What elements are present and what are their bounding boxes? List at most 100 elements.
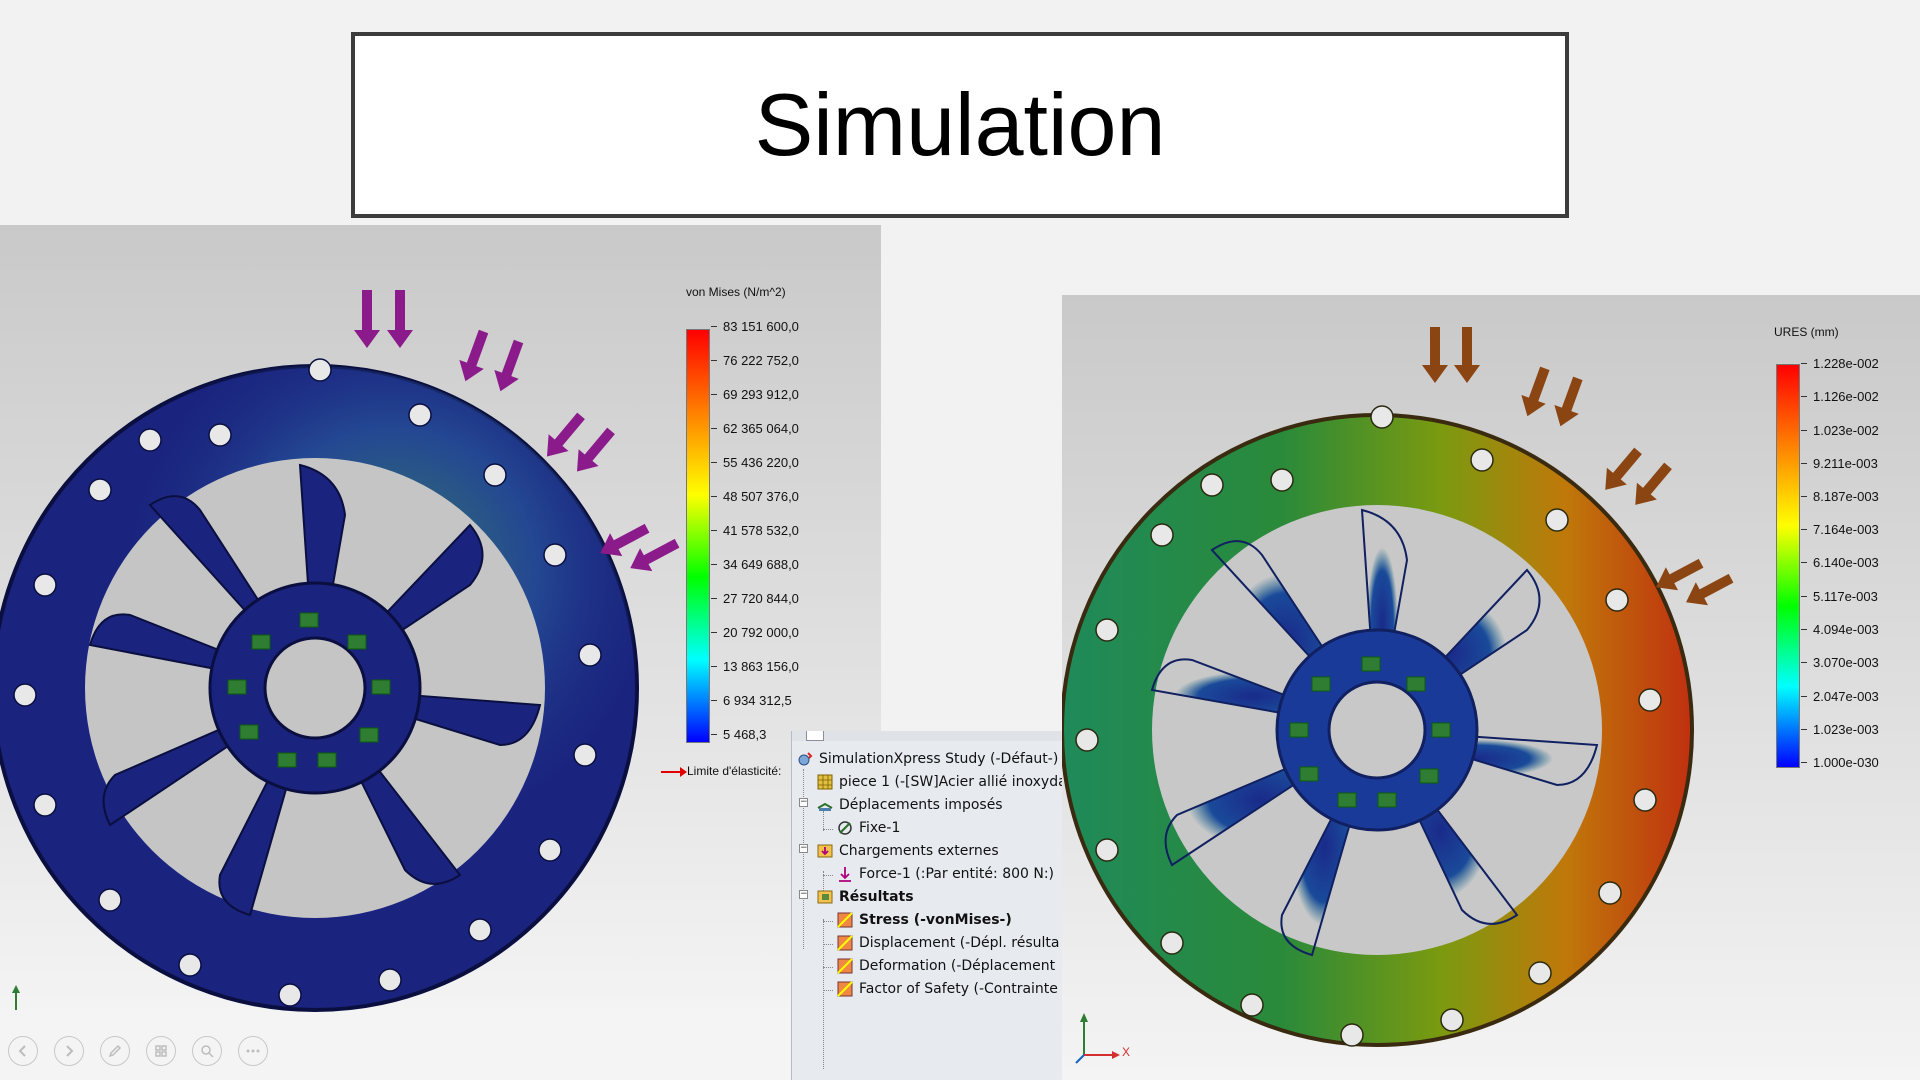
- result-plot-icon: [837, 935, 853, 951]
- tree-connector: [823, 990, 833, 991]
- presentation-nav-bar: [0, 1020, 881, 1080]
- collapse-toggle-icon[interactable]: −: [799, 797, 808, 807]
- legend-title: von Mises (N/m^2): [686, 285, 786, 299]
- collapse-toggle-icon[interactable]: −: [799, 843, 808, 853]
- zoom-icon[interactable]: [192, 1036, 222, 1066]
- color-scale-bar: [686, 329, 710, 743]
- legend-value: 8.187e-003: [1801, 489, 1879, 504]
- yield-label: Limite d'élasticité:: [687, 764, 782, 778]
- slide-title: Simulation: [754, 75, 1166, 174]
- tree-connector: [823, 811, 824, 831]
- tree-connector: [823, 871, 824, 891]
- legend-title: URES (mm): [1774, 325, 1839, 339]
- brake-disc: [1062, 405, 1694, 1047]
- result-plot-icon: [837, 958, 853, 974]
- more-icon[interactable]: [238, 1036, 268, 1066]
- tree-item-label: SimulationXpress Study (-Défaut-): [819, 751, 1059, 767]
- yield-strength-marker: Limite d'élasticité:: [661, 764, 781, 778]
- results-folder-icon: [817, 890, 833, 904]
- tree-connector: [823, 944, 833, 945]
- legend-value: 3.070e-003: [1801, 655, 1879, 670]
- axis-triad: [12, 985, 20, 1010]
- yield-arrow-icon: [661, 766, 687, 777]
- previous-icon[interactable]: [8, 1036, 38, 1066]
- axis-x-label: X: [1122, 1045, 1131, 1059]
- legend-value: 69 293 912,0: [711, 387, 799, 402]
- tree-item-label: Chargements externes: [839, 843, 999, 859]
- legend-value: 34 649 688,0: [711, 557, 799, 572]
- collapse-toggle-icon[interactable]: −: [799, 889, 808, 899]
- tree-item-stress[interactable]: Stress (-vonMises-): [836, 909, 1012, 931]
- tree-dropdown-icon[interactable]: [806, 731, 824, 741]
- legend-value: 20 792 000,0: [711, 625, 799, 640]
- legend-value: 5.117e-003: [1801, 589, 1878, 604]
- force-icon: [839, 867, 851, 882]
- legend-value: 1.023e-003: [1801, 722, 1879, 737]
- stress-viewport[interactable]: von Mises (N/m^2) 83 151 600,0 76 222 75…: [0, 225, 881, 1020]
- tree-item-deformation[interactable]: Deformation (-Déplacement: [836, 955, 1055, 977]
- part-icon: [817, 774, 833, 790]
- legend-value: 41 578 532,0: [711, 523, 799, 538]
- legend-value: 5 468,3: [710, 727, 767, 742]
- color-scale-bar: [1776, 364, 1800, 768]
- result-plot-icon: [837, 912, 853, 928]
- legend-value: 48 507 376,0: [711, 489, 799, 504]
- tree-item-part[interactable]: piece 1 (-[SW]Acier allié inoxyda: [816, 771, 1062, 793]
- tree-item-label: piece 1 (-[SW]Acier allié inoxyda: [839, 774, 1062, 790]
- pen-icon[interactable]: [100, 1036, 130, 1066]
- tree-item-study[interactable]: SimulationXpress Study (-Défaut-): [796, 748, 1058, 770]
- study-icon: [798, 752, 813, 766]
- slides-grid-icon[interactable]: [146, 1036, 176, 1066]
- legend-value: 6.140e-003: [1801, 555, 1879, 570]
- tree-item-loads[interactable]: Chargements externes: [816, 840, 999, 862]
- tree-item-label: Force-1 (:Par entité: 800 N:): [859, 866, 1055, 882]
- force-arrows: [354, 290, 680, 572]
- tree-connector: [823, 829, 833, 830]
- stress-legend: von Mises (N/m^2) 83 151 600,0 76 222 75…: [686, 285, 816, 745]
- legend-value: 4.094e-003: [1801, 622, 1879, 637]
- stress-plot-scene: [0, 290, 680, 1012]
- result-plot-icon: [837, 981, 853, 997]
- axis-triad: [1075, 1013, 1120, 1064]
- legend-value: 76 222 752,0: [711, 353, 799, 368]
- brake-disc: [0, 358, 639, 1012]
- tree-item-label: Stress (-vonMises-): [859, 912, 1012, 928]
- tree-item-label: Factor of Safety (-Contrainte: [859, 981, 1058, 997]
- tree-connector: [823, 967, 833, 968]
- loads-folder-icon: [817, 844, 833, 858]
- legend-value: 83 151 600,0: [711, 319, 799, 334]
- legend-value: 1.228e-002: [1801, 356, 1879, 371]
- displacement-legend: URES (mm) 1.228e-002 1.126e-002 1.023e-0…: [1774, 325, 1906, 775]
- tree-item-results[interactable]: Résultats: [816, 886, 914, 908]
- tree-item-displacement[interactable]: Displacement (-Dépl. résulta: [836, 932, 1059, 954]
- tree-item-fixed-1[interactable]: Fixe-1: [836, 817, 900, 839]
- legend-value: 9.211e-003: [1801, 456, 1878, 471]
- tree-connector: [823, 919, 824, 1069]
- tree-connector: [823, 875, 833, 876]
- tree-connector: [803, 769, 804, 949]
- legend-value: 6 934 312,5: [711, 693, 792, 708]
- legend-value: 1.000e-030: [1801, 755, 1879, 770]
- simulation-study-tree: SimulationXpress Study (-Défaut-) piece …: [791, 731, 1062, 1080]
- tree-item-label: Déplacements imposés: [839, 797, 1003, 813]
- tree-item-label: Displacement (-Dépl. résulta: [859, 935, 1060, 951]
- legend-value: 13 863 156,0: [711, 659, 799, 674]
- tree-item-label: Résultats: [839, 889, 914, 905]
- tree-item-fixtures[interactable]: Déplacements imposés: [816, 794, 1003, 816]
- tree-connector: [823, 921, 833, 922]
- tree-item-label: Deformation (-Déplacement: [859, 958, 1056, 974]
- tree-item-force-1[interactable]: Force-1 (:Par entité: 800 N:): [836, 863, 1054, 885]
- tree-header: [792, 731, 1062, 741]
- legend-value: 62 365 064,0: [711, 421, 799, 436]
- legend-value: 55 436 220,0: [711, 455, 799, 470]
- legend-value: 2.047e-003: [1801, 689, 1879, 704]
- tree-item-factor-of-safety[interactable]: Factor of Safety (-Contrainte: [836, 978, 1058, 1000]
- legend-value: 7.164e-003: [1801, 522, 1879, 537]
- legend-value: 1.126e-002: [1801, 389, 1879, 404]
- next-icon[interactable]: [54, 1036, 84, 1066]
- fixed-geometry-icon: [838, 821, 852, 835]
- displacement-viewport[interactable]: X URES (mm) 1.228e-002 1.126e-002 1.023e…: [1062, 295, 1920, 1080]
- fixtures-folder-icon: [817, 802, 833, 811]
- tree-item-label: Fixe-1: [859, 820, 901, 836]
- legend-value: 1.023e-002: [1801, 423, 1879, 438]
